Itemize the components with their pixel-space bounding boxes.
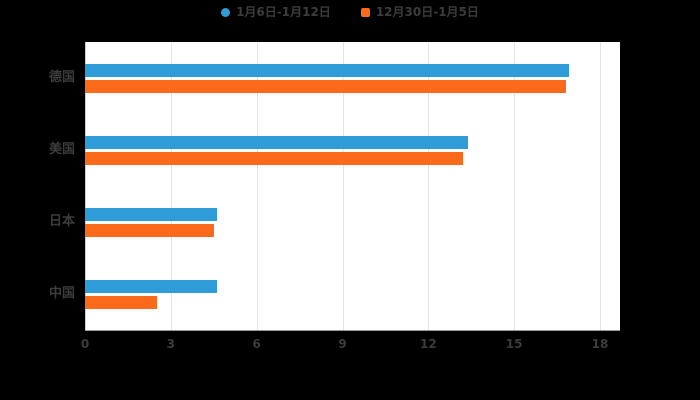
y-axis-category-label: 日本 [48, 214, 75, 229]
bar-cat4-series1[interactable] [85, 280, 217, 293]
bar-cat2-series2[interactable] [85, 152, 463, 165]
plot-area [85, 42, 620, 331]
y-axis-category-label: 中国 [48, 286, 75, 301]
x-axis-tick-label: 18 [591, 337, 609, 351]
gridline-x-12 [428, 42, 429, 330]
square-marker-icon [360, 7, 370, 17]
circle-marker-icon [221, 7, 231, 17]
x-axis-tick-label: 12 [419, 337, 437, 351]
gridline-x-9 [343, 42, 344, 330]
x-axis-tick-label: 15 [505, 337, 523, 351]
gridline-x-3 [171, 42, 172, 330]
x-axis-tick-label: 3 [166, 337, 176, 351]
x-axis-tick-label: 6 [252, 337, 261, 351]
x-axis-tick-label: 0 [80, 337, 90, 351]
legend-label-series2: 12月30日-1月5日 [375, 5, 479, 19]
bar-cat1-series1[interactable] [85, 64, 569, 77]
bar-cat3-series2[interactable] [85, 224, 214, 237]
legend-item-series2[interactable]: 12月30日-1月5日 [360, 5, 479, 19]
y-axis-category-label: 德国 [48, 70, 75, 85]
legend-label-series1: 1月6日-1月12日 [236, 5, 331, 19]
gridline-x-18 [600, 42, 601, 330]
gridline-x-15 [514, 42, 515, 330]
gridline-x-6 [257, 42, 258, 330]
bar-cat3-series1[interactable] [85, 208, 217, 221]
chart-legend: 1月6日-1月12日 12月30日-1月5日 [0, 6, 700, 18]
y-axis-category-label: 美国 [48, 142, 75, 157]
bar-cat1-series2[interactable] [85, 80, 566, 93]
legend-item-series1[interactable]: 1月6日-1月12日 [221, 6, 331, 18]
bar-cat2-series1[interactable] [85, 136, 468, 149]
bar-cat4-series2[interactable] [85, 296, 157, 309]
gridline-x-0 [85, 42, 86, 330]
x-axis-tick-label: 9 [338, 337, 347, 351]
